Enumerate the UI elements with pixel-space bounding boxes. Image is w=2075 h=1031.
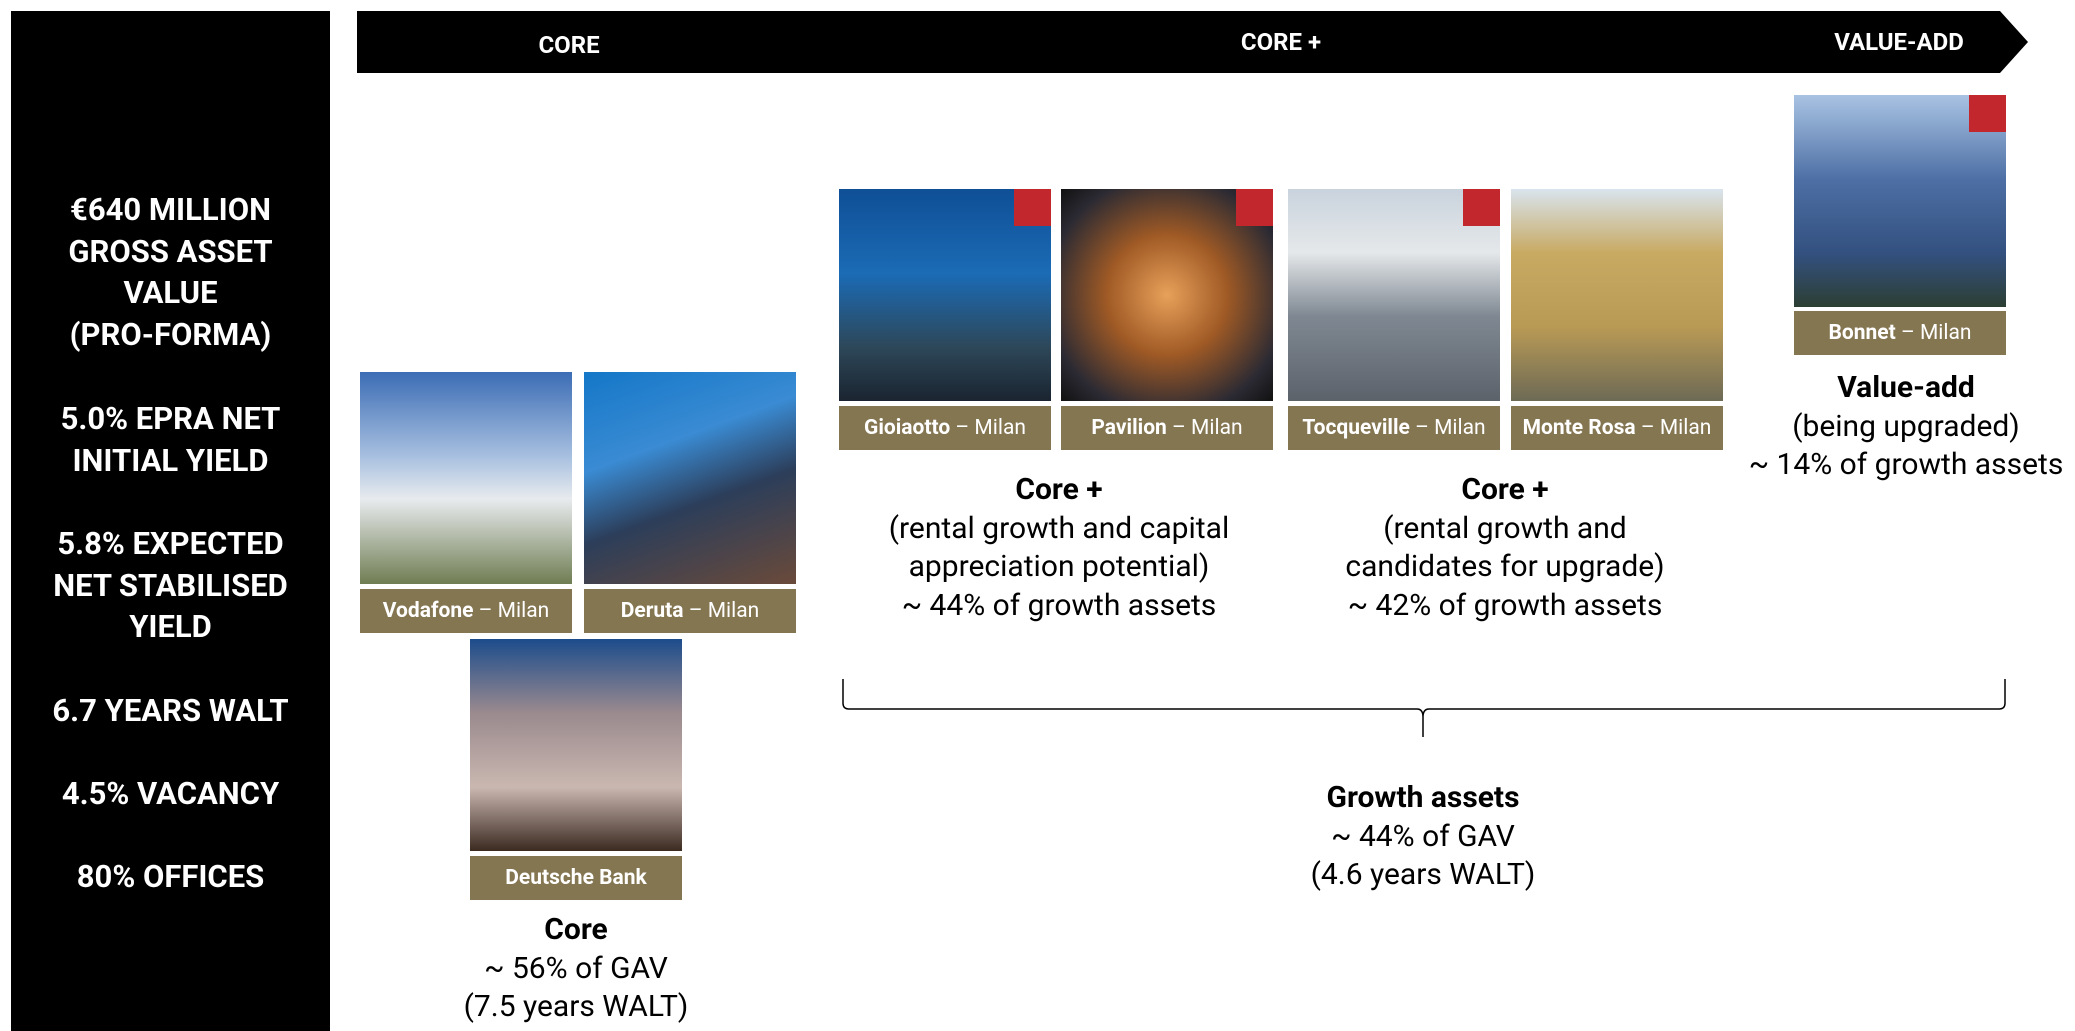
page: {"sidebar":{"stats":[["€640 MILLION","GR…	[0, 0, 2075, 1031]
group-line: (rental growth and capital	[889, 510, 1230, 549]
asset-location: – Milan	[689, 599, 760, 623]
group-line: (4.6 years WALT)	[1311, 856, 1536, 895]
group-line: (7.5 years WALT)	[464, 988, 689, 1027]
red-marker	[1236, 189, 1273, 226]
group-title: Value-add	[1749, 369, 2064, 408]
asset-location: – Milan	[1641, 416, 1712, 440]
group-title: Core	[464, 911, 689, 950]
group-line: ~ 42% of growth assets	[1345, 587, 1664, 626]
asset-location: – Milan	[1415, 416, 1486, 440]
asset-label: Bonnet – Milan	[1794, 311, 2006, 355]
red-marker	[1014, 189, 1051, 226]
asset-location: – Milan	[1172, 416, 1243, 440]
group-line: (being upgraded)	[1749, 408, 2064, 447]
asset-name: Bonnet	[1828, 321, 1895, 345]
group-line: ~ 44% of GAV	[1311, 818, 1536, 857]
asset-name: Monte Rosa	[1523, 416, 1636, 440]
asset-label: Deutsche Bank	[470, 856, 682, 900]
building-photo	[1794, 95, 2006, 307]
banner-label: CORE +	[1241, 28, 1321, 56]
asset-name: Deutsche Bank	[505, 866, 647, 890]
asset-label: Monte Rosa – Milan	[1511, 406, 1723, 450]
asset-name: Pavilion	[1091, 416, 1166, 440]
group-title: Core +	[889, 471, 1230, 510]
asset-label: Gioiaotto – Milan	[839, 406, 1051, 450]
asset-label: Pavilion – Milan	[1061, 406, 1273, 450]
asset-label: Vodafone – Milan	[360, 589, 572, 633]
red-marker	[1969, 95, 2006, 132]
building-photo	[584, 372, 796, 584]
group-title: Growth assets	[1311, 779, 1536, 818]
group-line: ~ 14% of growth assets	[1749, 446, 2064, 485]
asset-name: Vodafone	[383, 599, 474, 623]
group-line: ~ 44% of growth assets	[889, 587, 1230, 626]
asset-label: Tocqueville – Milan	[1288, 406, 1500, 450]
banner-arrow	[357, 11, 2028, 73]
asset-name: Gioiaotto	[864, 416, 950, 440]
banner-label: CORE	[538, 31, 599, 59]
building-photo	[1511, 189, 1723, 401]
asset-location: – Milan	[955, 416, 1026, 440]
asset-location: – Milan	[1901, 321, 1972, 345]
brace	[843, 679, 2005, 737]
asset-label: Deruta – Milan	[584, 589, 796, 633]
group-line: appreciation potential)	[889, 548, 1230, 587]
asset-name: Deruta	[621, 599, 684, 623]
group-line: candidates for upgrade)	[1345, 548, 1664, 587]
group-text: Core~ 56% of GAV(7.5 years WALT)	[464, 911, 689, 1027]
building-photo	[1061, 189, 1273, 401]
asset-name: Tocqueville	[1302, 416, 1410, 440]
group-line: ~ 56% of GAV	[464, 950, 689, 989]
group-text: Value-add(being upgraded)~ 14% of growth…	[1749, 369, 2064, 485]
group-title: Core +	[1345, 471, 1664, 510]
building-photo	[1288, 189, 1500, 401]
building-photo	[470, 639, 682, 851]
banner-label: VALUE-ADD	[1834, 28, 1964, 56]
building-photo	[360, 372, 572, 584]
red-marker	[1463, 189, 1500, 226]
group-line: (rental growth and	[1345, 510, 1664, 549]
building-photo	[839, 189, 1051, 401]
group-text: Growth assets~ 44% of GAV(4.6 years WALT…	[1311, 779, 1536, 895]
asset-location: – Milan	[479, 599, 550, 623]
